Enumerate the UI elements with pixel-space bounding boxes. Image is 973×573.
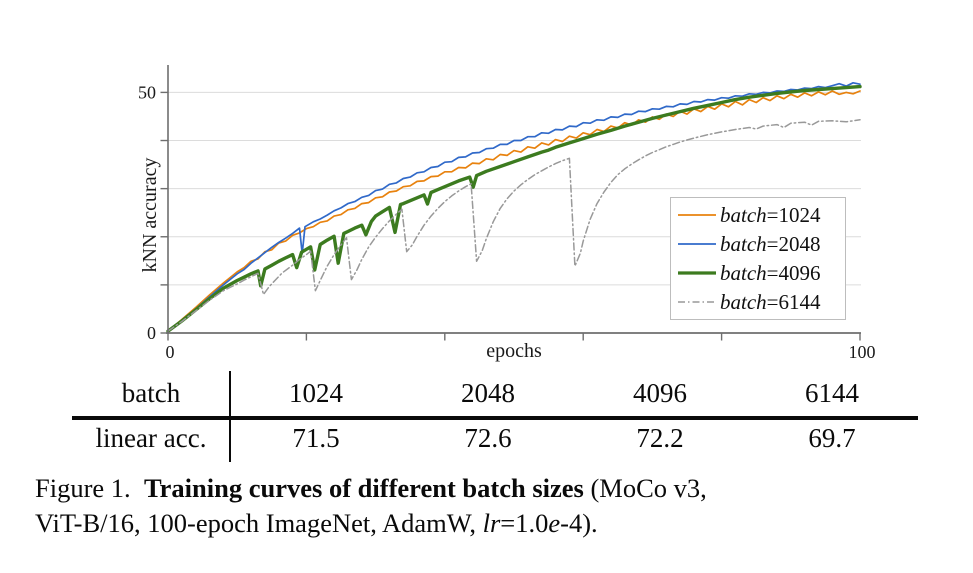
legend-line-sample [678, 214, 716, 216]
table-row-data_row: linear acc. 71.5 72.6 72.2 69.7 [72, 416, 918, 460]
results-table: batch 1024 2048 4096 6144 linear acc. 71.5 72.6… [72, 370, 918, 460]
x-axis-label: epochs [486, 340, 542, 362]
table-cell: 6144 [805, 378, 859, 408]
legend-entry-batch-1024: batch=1024 [677, 201, 841, 230]
x-tick-label: 0 [166, 342, 175, 362]
legend-entry-batch-2048: batch=2048 [677, 230, 841, 259]
table-cell: 71.5 [292, 423, 340, 453]
table-row-header_row: batch 1024 2048 4096 6144 [72, 370, 918, 416]
legend-label: batch=1024 [720, 202, 821, 227]
series-line-batch-6144 [167, 119, 861, 332]
table-row-label: linear acc. [95, 423, 207, 453]
legend-line-sample [678, 271, 716, 275]
axes: 0 50 0 100 [138, 65, 876, 362]
series-line-batch-1024 [167, 90, 861, 332]
table-row-label: batch [121, 378, 181, 408]
series-line-batch-2048 [167, 81, 861, 332]
caption-segment: ViT-B/16, 100-epoch ImageNet, AdamW, [35, 508, 483, 538]
table-vertical-rule [229, 371, 231, 462]
legend-label: batch=6144 [720, 289, 821, 314]
caption-segment: Training curves of different batch sizes [143, 473, 584, 503]
figure-caption: Figure 1. Training curves of different b… [35, 471, 960, 541]
legend-label: batch=4096 [720, 260, 821, 285]
table-cell: 69.7 [808, 423, 856, 453]
caption-segment: lr [482, 508, 501, 538]
legend-entry-batch-4096: batch=4096 [677, 259, 841, 288]
legend-line-sample [678, 301, 716, 303]
legend-entry-batch-6144: batch=6144 [677, 288, 841, 317]
caption-segment: -4). [560, 508, 598, 538]
table-horizontal-rule [72, 416, 918, 420]
legend-line-sample [678, 243, 716, 245]
series-line-batch-4096 [166, 84, 862, 333]
chart-series [166, 81, 862, 333]
caption-segment: e [548, 508, 561, 538]
chart-legend: batch=1024 batch=2048 batch=4096 batch=6144 [670, 197, 846, 320]
caption-line: ViT-B/16, 100-epoch ImageNet, AdamW, lr=… [35, 506, 960, 541]
legend-label: batch=2048 [720, 231, 821, 256]
table-cell: 1024 [289, 378, 343, 408]
caption-segment: (MoCo v3, [583, 473, 707, 503]
y-tick-label: 0 [147, 323, 156, 343]
caption-segment: =1.0 [500, 508, 549, 538]
table-cell: 72.6 [464, 423, 512, 453]
y-tick-label: 50 [138, 82, 156, 102]
table-cell: 4096 [633, 378, 687, 408]
caption-segment: Figure 1. [35, 473, 144, 503]
training-curves-chart: 0 50 0 100 epochs kNN accuracy [138, 65, 876, 362]
x-tick-label: 100 [849, 342, 876, 362]
y-axis-label: kNN accuracy [139, 158, 161, 273]
table-cell: 2048 [461, 378, 515, 408]
table-cell: 72.2 [636, 423, 684, 453]
caption-line: Figure 1. Training curves of different b… [35, 471, 960, 506]
